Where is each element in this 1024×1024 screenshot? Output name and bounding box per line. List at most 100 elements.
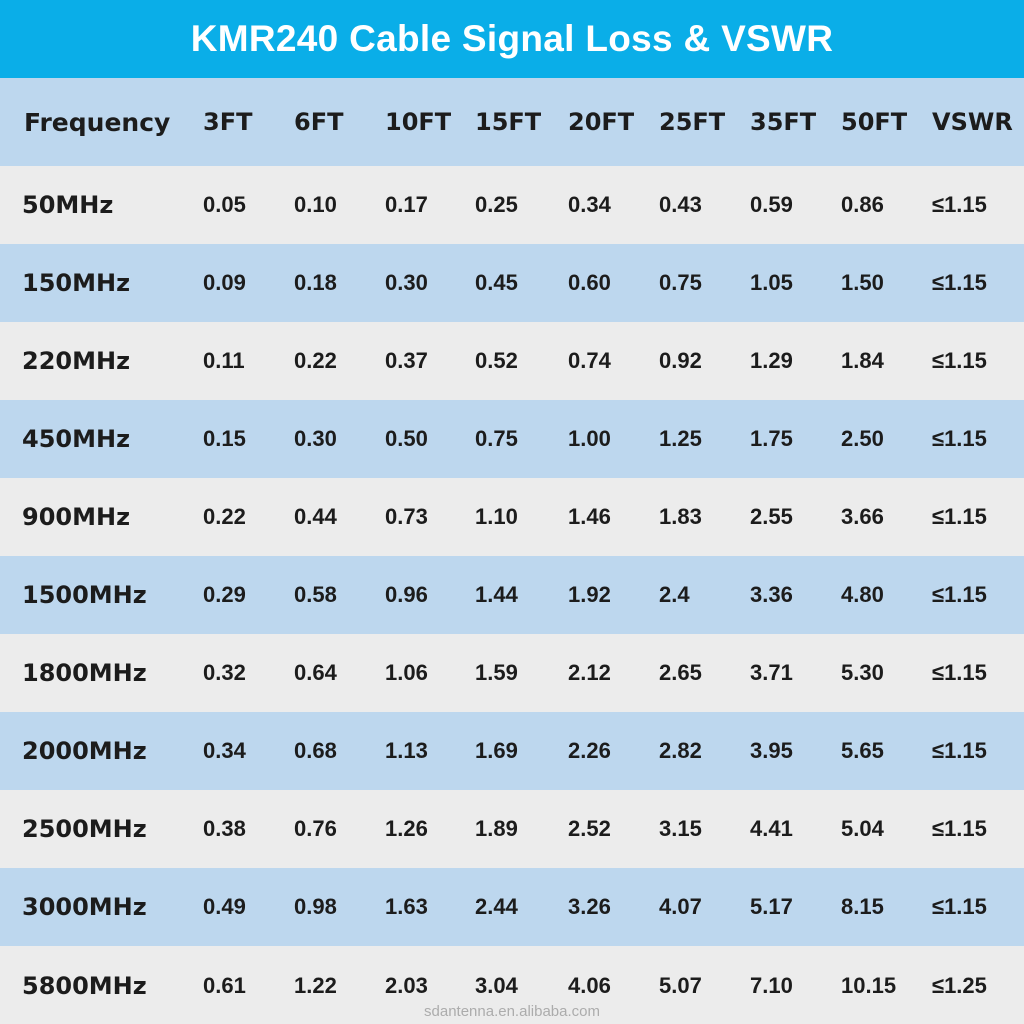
cell-3ft: 0.29 <box>203 582 246 607</box>
cell-35ft: 5.17 <box>750 894 793 919</box>
cell-15ft: 0.25 <box>475 192 518 217</box>
signal-loss-table: Frequency 3FT 6FT 10FT 15FT 20FT 25FT 35… <box>0 78 1024 1024</box>
cell-50ft: 5.04 <box>841 816 884 841</box>
cell-15ft: 3.04 <box>475 973 518 998</box>
cell-6ft: 0.64 <box>294 660 337 685</box>
cell-10ft: 0.30 <box>385 270 428 295</box>
cell-vswr: ≤1.15 <box>932 348 987 373</box>
cell-50ft: 1.50 <box>841 270 884 295</box>
cell-frequency: 50MHz <box>22 191 114 219</box>
table-row: 5800MHz 0.61 1.22 2.03 3.04 4.06 5.07 7.10 10.15… <box>0 946 1024 1024</box>
cell-frequency: 3000MHz <box>22 893 147 921</box>
cell-10ft: 1.06 <box>385 660 428 685</box>
cell-6ft: 0.68 <box>294 738 337 763</box>
cell-15ft: 0.52 <box>475 348 518 373</box>
column-header-10ft: 10FT <box>385 108 452 136</box>
table-row: 2000MHz 0.34 0.68 1.13 1.69 2.26 2.82 3.95 5.65 ≤… <box>0 712 1024 790</box>
cell-vswr: ≤1.15 <box>932 582 987 607</box>
table-row: 220MHz 0.11 0.22 0.37 0.52 0.74 0.92 1.29 1.84 ≤1… <box>0 322 1024 400</box>
cell-20ft: 4.06 <box>568 973 611 998</box>
cell-50ft: 10.15 <box>841 973 897 998</box>
table-body: 50MHz 0.05 0.10 0.17 0.25 0.34 0.43 0.59 0.86 ≤1.… <box>0 166 1024 1024</box>
cell-25ft: 0.43 <box>659 192 702 217</box>
cell-25ft: 0.75 <box>659 270 702 295</box>
cell-vswr: ≤1.15 <box>932 660 987 685</box>
cell-10ft: 0.73 <box>385 504 428 529</box>
title-bar: KMR240 Cable Signal Loss & VSWR <box>0 0 1024 78</box>
cell-10ft: 0.50 <box>385 426 428 451</box>
cell-20ft: 2.12 <box>568 660 611 685</box>
table-row: 1800MHz 0.32 0.64 1.06 1.59 2.12 2.65 3.71 5.30 ≤… <box>0 634 1024 712</box>
cell-20ft: 0.60 <box>568 270 611 295</box>
cell-10ft: 0.37 <box>385 348 428 373</box>
cell-3ft: 0.11 <box>203 348 245 373</box>
column-header-3ft: 3FT <box>203 108 253 136</box>
cell-6ft: 0.30 <box>294 426 337 451</box>
cell-15ft: 1.44 <box>475 582 518 607</box>
column-header-50ft: 50FT <box>841 108 908 136</box>
cell-frequency: 450MHz <box>22 425 131 453</box>
column-header-35ft: 35FT <box>750 108 817 136</box>
cell-3ft: 0.15 <box>203 426 246 451</box>
cell-20ft: 0.74 <box>568 348 611 373</box>
cell-20ft: 3.26 <box>568 894 611 919</box>
cell-25ft: 1.83 <box>659 504 702 529</box>
table-row: 3000MHz 0.49 0.98 1.63 2.44 3.26 4.07 5.17 8.15 ≤… <box>0 868 1024 946</box>
cell-20ft: 2.52 <box>568 816 611 841</box>
cell-10ft: 2.03 <box>385 973 428 998</box>
cell-frequency: 150MHz <box>22 269 131 297</box>
cell-6ft: 0.76 <box>294 816 337 841</box>
cell-35ft: 3.71 <box>750 660 793 685</box>
cell-frequency: 900MHz <box>22 503 131 531</box>
cell-20ft: 2.26 <box>568 738 611 763</box>
cell-3ft: 0.05 <box>203 192 246 217</box>
cell-25ft: 2.4 <box>659 582 690 607</box>
page-title: KMR240 Cable Signal Loss & VSWR <box>190 18 834 59</box>
cell-20ft: 0.34 <box>568 192 611 217</box>
cell-25ft: 3.15 <box>659 816 702 841</box>
cell-25ft: 0.92 <box>659 348 702 373</box>
cell-15ft: 1.10 <box>475 504 518 529</box>
cell-25ft: 2.65 <box>659 660 702 685</box>
cell-15ft: 1.59 <box>475 660 518 685</box>
column-header-vswr: VSWR <box>932 108 1013 136</box>
cell-6ft: 1.22 <box>294 973 337 998</box>
cell-vswr: ≤1.15 <box>932 504 987 529</box>
cell-20ft: 1.00 <box>568 426 611 451</box>
column-header-15ft: 15FT <box>475 108 542 136</box>
cell-3ft: 0.22 <box>203 504 246 529</box>
cell-6ft: 0.22 <box>294 348 337 373</box>
cell-3ft: 0.34 <box>203 738 246 763</box>
table-row: 150MHz 0.09 0.18 0.30 0.45 0.60 0.75 1.05 1.50 ≤1… <box>0 244 1024 322</box>
table-row: 50MHz 0.05 0.10 0.17 0.25 0.34 0.43 0.59 0.86 ≤1.… <box>0 166 1024 244</box>
cell-35ft: 3.36 <box>750 582 793 607</box>
cell-35ft: 7.10 <box>750 973 793 998</box>
cell-50ft: 0.86 <box>841 192 884 217</box>
cell-50ft: 4.80 <box>841 582 884 607</box>
cell-35ft: 0.59 <box>750 192 793 217</box>
cell-vswr: ≤1.15 <box>932 192 987 217</box>
cell-frequency: 2500MHz <box>22 815 147 843</box>
cell-35ft: 1.29 <box>750 348 793 373</box>
cell-10ft: 1.26 <box>385 816 428 841</box>
cell-3ft: 0.32 <box>203 660 246 685</box>
cell-15ft: 1.89 <box>475 816 518 841</box>
cell-25ft: 1.25 <box>659 426 702 451</box>
cell-10ft: 0.17 <box>385 192 428 217</box>
cell-15ft: 2.44 <box>475 894 518 919</box>
cell-50ft: 5.30 <box>841 660 884 685</box>
cell-3ft: 0.38 <box>203 816 246 841</box>
cell-frequency: 5800MHz <box>22 972 147 1000</box>
cell-frequency: 2000MHz <box>22 737 147 765</box>
cell-35ft: 1.05 <box>750 270 793 295</box>
cell-15ft: 0.75 <box>475 426 518 451</box>
cell-35ft: 1.75 <box>750 426 793 451</box>
cell-vswr: ≤1.25 <box>932 973 987 998</box>
cell-25ft: 4.07 <box>659 894 702 919</box>
column-header-6ft: 6FT <box>294 108 344 136</box>
cell-50ft: 2.50 <box>841 426 884 451</box>
table-header-row: Frequency 3FT 6FT 10FT 15FT 20FT 25FT 35… <box>0 78 1024 166</box>
cell-50ft: 8.15 <box>841 894 884 919</box>
cell-frequency: 1800MHz <box>22 659 147 687</box>
table-row: 2500MHz 0.38 0.76 1.26 1.89 2.52 3.15 4.41 5.04 ≤… <box>0 790 1024 868</box>
